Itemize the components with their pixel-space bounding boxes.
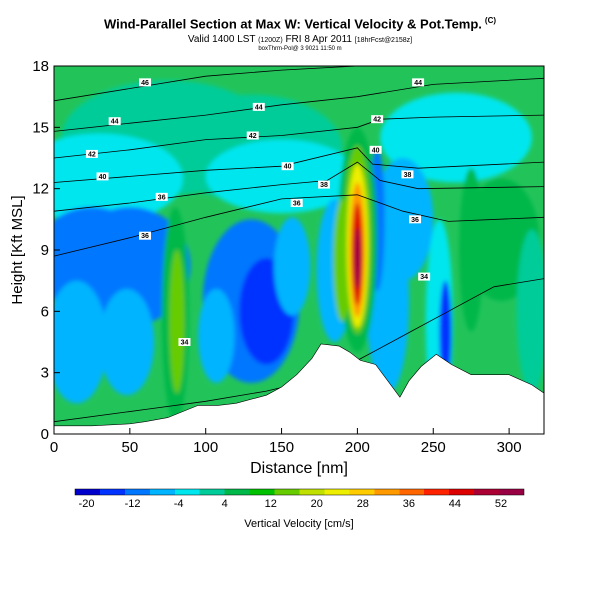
colorbar-tick-label: 4 xyxy=(222,498,228,510)
velocity-cell xyxy=(354,227,361,289)
svg-text:36: 36 xyxy=(293,200,301,207)
svg-text:46: 46 xyxy=(141,80,149,87)
isentrope-label: 44 xyxy=(412,78,425,87)
velocity-field xyxy=(54,80,544,424)
colorbar xyxy=(74,488,525,496)
y-tick-label: 12 xyxy=(32,181,49,198)
y-tick-label: 6 xyxy=(41,303,49,320)
forecast-tag: [18hrFcst@2158z] xyxy=(354,37,413,44)
valid-date: FRI 8 Apr 2011 xyxy=(285,34,352,45)
svg-text:40: 40 xyxy=(99,174,107,181)
y-tick-label: 3 xyxy=(41,365,49,382)
chart-title-text: Wind-Parallel Section at Max W: Vertical… xyxy=(103,16,482,32)
x-tick-label: 50 xyxy=(122,439,139,456)
colorbar-tick-label: 20 xyxy=(311,498,323,510)
isentrope-label: 34 xyxy=(178,338,191,347)
svg-text:38: 38 xyxy=(404,172,412,179)
y-axis-label: Height [Kft MSL] xyxy=(9,195,26,304)
title-mark: (C) xyxy=(484,16,497,25)
velocity-cell xyxy=(273,217,311,316)
isentrope-line xyxy=(54,147,544,183)
y-tick-label: 15 xyxy=(32,119,49,136)
svg-text:38: 38 xyxy=(320,182,328,189)
isentrope-label: 40 xyxy=(281,162,294,171)
isentrope-line xyxy=(54,66,358,102)
colorbar-tick-label: 52 xyxy=(495,498,507,510)
isentrope-label: 40 xyxy=(96,172,109,181)
velocity-cell xyxy=(380,92,532,183)
isentrope-label: 38 xyxy=(318,180,331,189)
colorbar-label: Vertical Velocity [cm/s] xyxy=(244,518,353,530)
svg-text:36: 36 xyxy=(411,217,419,224)
x-tick-label: 150 xyxy=(269,439,294,456)
colorbar-tick-label: -4 xyxy=(174,498,184,510)
velocity-cell xyxy=(459,168,484,332)
isentrope-label: 40 xyxy=(369,145,382,154)
svg-text:44: 44 xyxy=(255,104,263,111)
svg-text:34: 34 xyxy=(181,340,189,347)
y-tick-label: 9 xyxy=(41,242,49,259)
isentrope-label: 44 xyxy=(252,102,265,111)
isentrope-label: 36 xyxy=(409,215,422,224)
isentrope-label: 42 xyxy=(371,115,384,124)
isentrope-label: 46 xyxy=(139,78,152,87)
velocity-cell xyxy=(205,139,358,214)
isentrope-label: 36 xyxy=(139,231,152,240)
terrain xyxy=(54,343,544,434)
valid-utc: (1200Z) xyxy=(258,37,283,44)
colorbar-ticks: -20 -12 -4 4 12 20 28 36 44 52 xyxy=(79,498,508,510)
x-tick-label: 300 xyxy=(497,439,522,456)
isentrope-line xyxy=(54,77,544,132)
svg-text:42: 42 xyxy=(88,151,96,158)
isentrope-label: 36 xyxy=(290,198,303,207)
svg-text:34: 34 xyxy=(420,274,428,281)
colorbar-tick-label: 28 xyxy=(357,498,369,510)
isentrope-line xyxy=(54,114,544,159)
colorbar-tick-label: 44 xyxy=(449,498,461,510)
x-tick-label: 0 xyxy=(50,439,58,456)
velocity-cell xyxy=(198,288,235,383)
isentrope-label: 44 xyxy=(108,117,121,126)
velocity-cell xyxy=(54,280,108,404)
x-axis: 0 50 100 150 200 250 300 xyxy=(50,428,522,456)
svg-text:42: 42 xyxy=(373,117,381,124)
svg-text:40: 40 xyxy=(284,164,292,171)
isentrope-line xyxy=(54,161,544,212)
isentrope-label: 38 xyxy=(401,170,414,179)
isentrope-labels: 46 44 44 44 42 42 42 40 40 40 38 38 36 36 36 36 34 34 xyxy=(85,78,431,347)
svg-text:44: 44 xyxy=(111,119,119,126)
isentrope-label: 42 xyxy=(85,149,98,158)
colorbar-tick-label: 36 xyxy=(403,498,415,510)
y-axis: 0 3 6 9 12 15 18 xyxy=(32,58,60,443)
chart-title: Wind-Parallel Section at Max W: Vertical… xyxy=(0,16,600,31)
velocity-cell xyxy=(99,288,155,396)
credit-line: boxThrm-Pol@ 3 9021 11:50 m xyxy=(258,46,342,52)
velocity-cell xyxy=(439,280,452,383)
svg-text:36: 36 xyxy=(158,194,166,201)
valid-time-line: Valid 1400 LST (1200Z) FRI 8 Apr 2011 [1… xyxy=(0,34,600,45)
colorbar-tick-label: 12 xyxy=(265,498,277,510)
x-tick-label: 100 xyxy=(193,439,218,456)
svg-text:36: 36 xyxy=(141,233,149,240)
valid-time: Valid 1400 LST xyxy=(187,34,256,45)
x-axis-label: Distance [nm] xyxy=(250,460,348,477)
velocity-cell xyxy=(169,249,185,394)
isentrope-label: 42 xyxy=(246,131,259,140)
y-tick-label: 18 xyxy=(32,58,49,75)
velocity-cell xyxy=(69,207,191,326)
svg-text:42: 42 xyxy=(249,133,257,140)
colorbar-tick-label: -20 xyxy=(79,498,95,510)
y-tick-label: 0 xyxy=(41,426,49,443)
x-tick-label: 200 xyxy=(345,439,370,456)
velocity-cell xyxy=(516,229,544,394)
svg-text:40: 40 xyxy=(372,147,380,154)
isentrope-label: 34 xyxy=(418,272,431,281)
isentrope-label: 36 xyxy=(155,192,168,201)
colorbar-tick-label: -12 xyxy=(125,498,141,510)
x-tick-label: 250 xyxy=(421,439,446,456)
svg-text:44: 44 xyxy=(414,80,422,87)
